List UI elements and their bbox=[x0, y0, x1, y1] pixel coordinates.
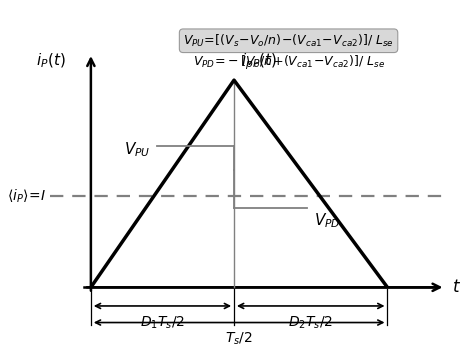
Text: $V_{PU}$: $V_{PU}$ bbox=[124, 141, 151, 159]
Text: $D_2T_s/2$: $D_2T_s/2$ bbox=[288, 314, 333, 331]
Text: $V_{PU}\!=\![(V_s\!-\!V_o/n)\!-\!(V_{ca1}\!-\!V_{ca2})]/\ L_{se}$: $V_{PU}\!=\![(V_s\!-\!V_o/n)\!-\!(V_{ca1… bbox=[183, 33, 394, 49]
Text: $V_{PD}\!=\!-[V_o/n\!+\!(V_{ca1}\!-\!V_{ca2})]/\ L_{se}$: $V_{PD}\!=\!-[V_o/n\!+\!(V_{ca1}\!-\!V_{… bbox=[192, 53, 384, 70]
Text: $D_1T_s/2$: $D_1T_s/2$ bbox=[140, 314, 185, 331]
Text: $\langle i_P\rangle\!=\!I$: $\langle i_P\rangle\!=\!I$ bbox=[8, 187, 46, 205]
Text: $i_P(t)$: $i_P(t)$ bbox=[36, 51, 65, 70]
Text: $V_{PD}$: $V_{PD}$ bbox=[314, 212, 341, 230]
Text: $i_{pP}(t)$: $i_{pP}(t)$ bbox=[241, 51, 277, 72]
Text: $t$: $t$ bbox=[452, 278, 461, 296]
Text: $T_s/2$: $T_s/2$ bbox=[226, 331, 253, 347]
